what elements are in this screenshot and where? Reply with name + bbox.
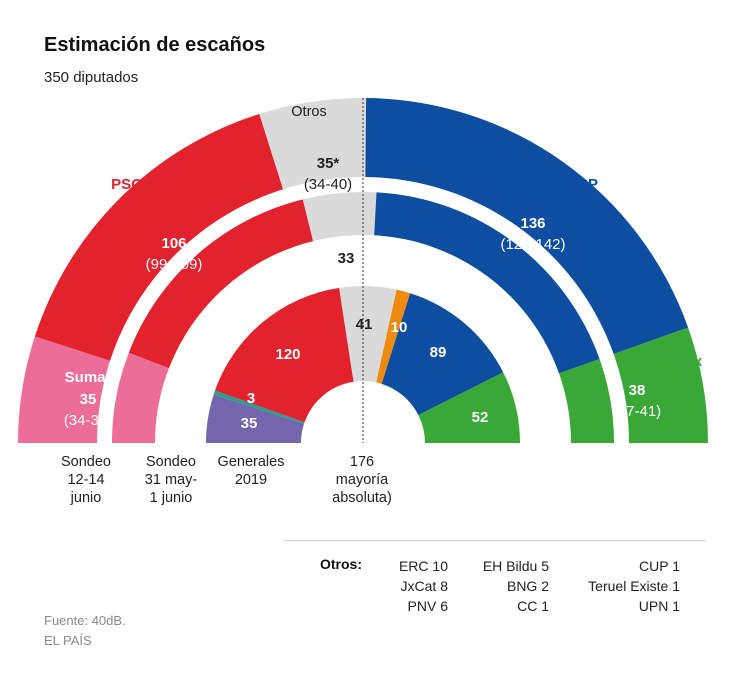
party-label-otros: Otros bbox=[291, 104, 326, 120]
otros-breakdown: Otros: ERC 10 JxCat 8 PNV 6 EH Bildu 5 B… bbox=[284, 540, 706, 614]
seat-arc-otros bbox=[302, 192, 377, 242]
seat-arc-psoe bbox=[215, 287, 354, 423]
seat-arc-sumar bbox=[112, 352, 169, 443]
seat-arc-vox bbox=[613, 327, 708, 443]
seat-arc-psoe bbox=[128, 199, 314, 369]
seat-arc-psoe bbox=[34, 113, 284, 361]
otros-item: JxCat 8 bbox=[400, 578, 448, 594]
seat-chart: Sumar 35 (34-36) 106 (99-109) 35* (34-40) 136 (1… bbox=[18, 98, 708, 506]
ring-label-1: Sondeo bbox=[61, 454, 111, 470]
seat-label-pp: 136 bbox=[520, 215, 545, 232]
seat-arc-pp bbox=[381, 293, 504, 416]
chart-title: Estimación de escaños bbox=[44, 34, 266, 56]
majority-label: absoluta) bbox=[332, 490, 392, 506]
otros-item: BNG 2 bbox=[506, 578, 549, 594]
otros-col-2: EH Bildu 5 BNG 2 CC 1 bbox=[483, 556, 549, 616]
otros-col-1: ERC 10 JxCat 8 PNV 6 bbox=[399, 556, 448, 616]
seat-arc-maspais bbox=[213, 390, 305, 424]
sumar-party-label: Sumar bbox=[65, 369, 112, 386]
ring-label-1: 12-14 bbox=[67, 472, 104, 488]
brand-credit: EL PAÍS bbox=[44, 633, 92, 648]
seat-label-podemos: 35 bbox=[241, 415, 258, 432]
seat-arcs bbox=[18, 98, 708, 443]
seat-range-pp: (128-142) bbox=[500, 236, 565, 253]
seat-label-sumar: 35 bbox=[80, 391, 97, 408]
seat-label-pp: 89 bbox=[430, 344, 447, 361]
otros-label: Otros: bbox=[320, 556, 362, 572]
seat-range-psoe: (99-109) bbox=[146, 256, 203, 273]
seat-label-vox: 38 bbox=[629, 382, 646, 399]
seat-labels: Sumar 35 (34-36) 106 (99-109) 35* (34-40) 136 (1… bbox=[61, 104, 703, 506]
ring-label-2: 31 may- bbox=[145, 472, 198, 488]
seat-range-sumar: (34-36) bbox=[64, 412, 112, 429]
chart-subtitle: 350 diputados bbox=[44, 69, 139, 86]
seat-label-vox: 38 bbox=[543, 402, 560, 419]
otros-item: ERC 10 bbox=[398, 558, 448, 574]
seat-arc-vox bbox=[559, 359, 614, 443]
seat-arc-pp bbox=[374, 192, 600, 374]
otros-item: UPN 1 bbox=[638, 598, 680, 614]
ring-label-3: Generales bbox=[218, 454, 285, 470]
majority-label: mayoría bbox=[336, 472, 389, 488]
otros-item: CUP 1 bbox=[639, 558, 680, 574]
ring-label-1: junio bbox=[70, 490, 102, 506]
party-label-vox: Vox bbox=[676, 353, 703, 370]
seat-arc-otros bbox=[259, 98, 367, 190]
seat-label-vox: 52 bbox=[472, 409, 489, 426]
majority-label: 176 bbox=[350, 454, 374, 470]
party-label-psoe: PSOE bbox=[111, 176, 153, 193]
seat-label-sumar: 41 bbox=[168, 406, 185, 423]
seat-label-pp: 131 bbox=[460, 281, 485, 298]
party-label-pp: PP bbox=[578, 176, 598, 193]
ring-label-2: 1 junio bbox=[150, 490, 193, 506]
seat-label-ciudadanos: 10 bbox=[391, 319, 408, 336]
seat-label-otros: 33 bbox=[338, 250, 355, 267]
otros-item: Teruel Existe 1 bbox=[588, 578, 680, 594]
seat-range-otros: (34-40) bbox=[304, 176, 352, 193]
seat-label-psoe: 106 bbox=[161, 235, 186, 252]
otros-item: EH Bildu 5 bbox=[482, 558, 549, 574]
ring-label-3: 2019 bbox=[235, 472, 267, 488]
seat-arc-ciudadanos bbox=[376, 289, 411, 384]
source-note: Fuente: 40dB. bbox=[44, 613, 126, 628]
otros-col-3: CUP 1 Teruel Existe 1 UPN 1 bbox=[588, 556, 680, 616]
otros-item: CC 1 bbox=[517, 598, 549, 614]
seat-label-otros: 41 bbox=[356, 316, 373, 333]
seat-arc-otros bbox=[339, 286, 397, 383]
seat-arc-pp bbox=[365, 98, 689, 355]
seat-arc-sumar bbox=[18, 336, 111, 443]
seat-arc-vox bbox=[418, 372, 520, 443]
seat-arc-podemos bbox=[206, 394, 305, 443]
seat-label-otros: 35* bbox=[317, 155, 340, 172]
seat-range-vox: (37-41) bbox=[613, 403, 661, 420]
seat-label-maspais: 3 bbox=[247, 390, 255, 407]
otros-item: PNV 6 bbox=[407, 598, 448, 614]
ring-label-2: Sondeo bbox=[146, 454, 196, 470]
seat-label-psoe: 107 bbox=[230, 291, 255, 308]
seat-label-psoe: 120 bbox=[275, 346, 300, 363]
